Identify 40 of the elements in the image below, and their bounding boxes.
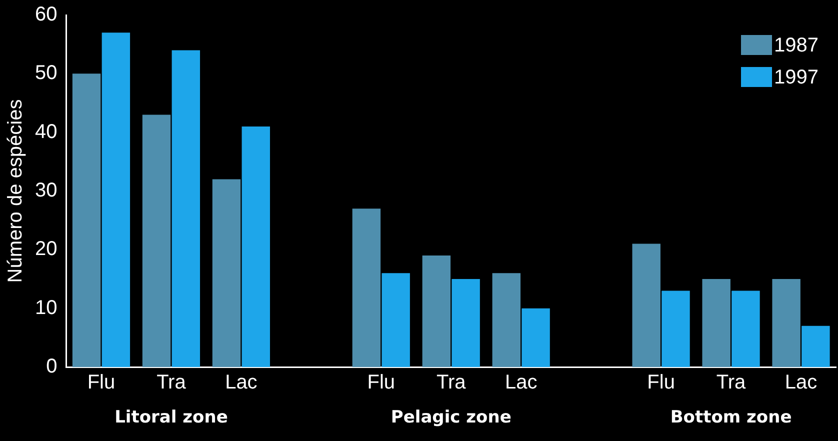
x-tick-label: Flu — [87, 372, 116, 394]
x-tick-label: Tra — [156, 372, 187, 394]
text: Litoral zone — [114, 407, 228, 428]
bar — [142, 114, 171, 367]
bar — [422, 256, 451, 367]
y-tick-label: 50 — [34, 62, 58, 84]
bar — [382, 273, 410, 367]
y-tick-label: 40 — [34, 120, 58, 143]
bar — [732, 290, 760, 367]
x-tick-label: Lac — [225, 372, 258, 394]
x-tick-label: Flu — [367, 372, 396, 394]
x-tick-label: Lac — [784, 372, 818, 394]
bar — [172, 50, 200, 367]
bar — [662, 290, 690, 367]
bar — [212, 179, 241, 367]
x-tick-label: Flu — [647, 372, 675, 394]
bar — [102, 32, 130, 367]
y-tick-label: 20 — [34, 238, 58, 260]
bar — [452, 279, 480, 367]
bar — [702, 279, 730, 367]
legend-label: 1987 — [774, 34, 818, 57]
y-tick-label: 10 — [34, 296, 58, 319]
bar — [772, 279, 800, 367]
bar — [72, 74, 101, 367]
text: Bottom zone — [670, 407, 792, 428]
y-tick-label: 30 — [34, 180, 58, 202]
y-tick-label: 0 — [46, 356, 58, 378]
bar — [522, 308, 550, 367]
y-axis-title: Número de espécies — [4, 99, 27, 283]
bar — [492, 273, 521, 367]
bar — [802, 326, 830, 367]
y-tick-label: 60 — [34, 4, 58, 26]
legend-label: 1997 — [774, 66, 818, 89]
bar — [352, 208, 381, 367]
bar — [242, 126, 270, 367]
x-tick-label: Tra — [436, 372, 467, 394]
bar — [632, 244, 660, 367]
text: Pelagic zone — [390, 407, 512, 428]
x-tick-label: Tra — [716, 372, 747, 394]
x-tick-label: Lac — [504, 372, 538, 394]
